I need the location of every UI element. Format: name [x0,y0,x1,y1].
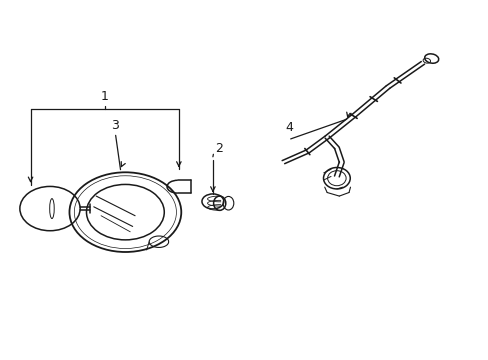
Text: 1: 1 [101,90,108,103]
Text: 3: 3 [111,120,119,132]
Text: 4: 4 [285,121,293,134]
Text: 2: 2 [215,142,223,155]
